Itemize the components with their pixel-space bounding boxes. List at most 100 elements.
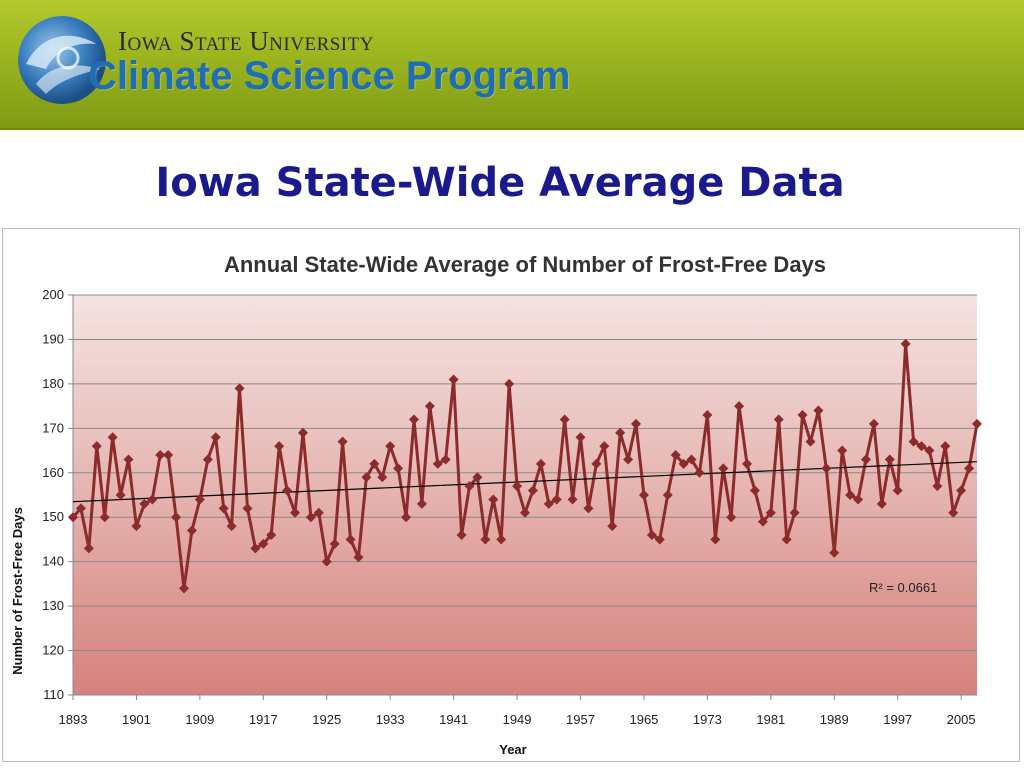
data-point [924, 445, 935, 456]
data-point [638, 490, 649, 500]
data-point [115, 490, 126, 500]
y-axis-label: Number of Frost-Free Days [10, 507, 25, 675]
data-point [829, 547, 840, 558]
program-name: Climate Science Program [88, 54, 571, 98]
data-point [527, 485, 538, 496]
data-point [575, 432, 586, 443]
y-tick-label: 200 [42, 287, 64, 302]
data-point [702, 410, 713, 420]
x-tick-label: 1933 [376, 712, 405, 727]
data-point [464, 481, 475, 492]
y-tick-label: 180 [42, 376, 64, 391]
data-point [805, 436, 816, 447]
x-tick-label: 1997 [883, 712, 912, 727]
plot-area: 110 120 130 140 150 160 170 180 190 200 1893 1901 19… [42, 287, 982, 727]
data-point [908, 436, 919, 447]
y-tick-label: 140 [42, 554, 64, 569]
data-point [599, 441, 610, 452]
y-tick-label: 190 [42, 331, 64, 346]
data-point [75, 503, 86, 514]
x-tick-label: 1981 [756, 712, 785, 727]
x-axis-label: Year [499, 742, 526, 757]
data-point [972, 418, 982, 429]
data-point [932, 481, 943, 492]
data-point [591, 458, 602, 469]
data-point [559, 414, 570, 425]
data-point [266, 530, 277, 540]
data-point [535, 458, 546, 469]
data-point [694, 467, 705, 478]
data-point [416, 498, 427, 509]
data-point [345, 534, 356, 545]
data-point [432, 458, 443, 469]
data-point [274, 441, 285, 452]
data-point [757, 516, 768, 527]
data-point [853, 494, 864, 505]
data-point [551, 494, 562, 505]
data-point [440, 454, 451, 465]
data-point [91, 441, 102, 452]
data-point [393, 463, 404, 474]
data-point [662, 490, 673, 500]
data-point [631, 418, 642, 429]
data-point [821, 463, 832, 474]
x-tick-label: 1901 [122, 712, 151, 727]
data-point [520, 507, 530, 518]
data-point [218, 503, 229, 514]
data-point [781, 534, 792, 545]
x-tick-label: 1941 [439, 712, 468, 727]
data-point [147, 494, 158, 505]
data-point [868, 418, 879, 429]
data-point [678, 458, 689, 469]
data-point [472, 472, 483, 483]
x-tick-label: 1989 [820, 712, 849, 727]
data-point [742, 458, 753, 469]
y-tick-label: 160 [42, 465, 64, 480]
data-point [401, 512, 412, 523]
x-tick-label: 1957 [566, 712, 595, 727]
r-squared-annotation: R² = 0.0661 [869, 580, 937, 595]
data-point [488, 494, 499, 505]
data-point [377, 472, 388, 483]
data-point [845, 490, 856, 500]
data-point [171, 512, 182, 523]
data-point [139, 498, 150, 509]
data-point [654, 534, 665, 545]
x-tick-label: 1917 [249, 712, 278, 727]
data-point [353, 552, 364, 563]
data-point [892, 485, 903, 496]
data-point [313, 507, 324, 518]
data-point [282, 485, 293, 496]
data-point [361, 472, 372, 483]
data-point [123, 454, 134, 465]
data-point [155, 450, 166, 460]
data-point [607, 521, 618, 532]
data-point [686, 454, 697, 465]
chart-title: Annual State-Wide Average of Number of F… [224, 252, 826, 277]
data-point [718, 463, 729, 474]
data-point [567, 494, 578, 505]
data-point [623, 454, 634, 465]
data-point [797, 410, 808, 420]
data-point [369, 458, 380, 469]
data-point [543, 498, 554, 509]
x-tick-label: 1973 [693, 712, 722, 727]
data-point [242, 503, 253, 514]
data-point [226, 521, 237, 532]
data-point [179, 583, 190, 594]
plot-background [73, 295, 977, 695]
globe-swirl-icon [18, 16, 106, 104]
data-point [68, 512, 78, 523]
data-point [646, 530, 657, 540]
data-point [749, 485, 760, 496]
data-point [297, 427, 308, 438]
data-point [765, 507, 776, 518]
data-point [250, 543, 261, 554]
data-point [385, 441, 396, 452]
y-tick-label: 120 [42, 643, 64, 658]
data-point [210, 432, 221, 443]
data-point [956, 485, 967, 496]
data-point [948, 507, 959, 518]
data-point [202, 454, 213, 465]
data-point [163, 450, 174, 460]
